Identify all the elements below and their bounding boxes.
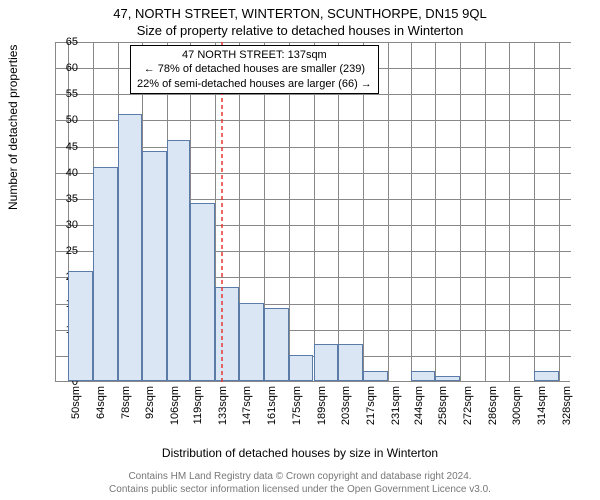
histogram-bar (264, 308, 289, 381)
annotation-box: 47 NORTH STREET: 137sqm ← 78% of detache… (130, 45, 379, 94)
histogram-bar (534, 371, 559, 381)
x-tick-label: 64sqm (95, 386, 107, 436)
x-tick-label: 217sqm (365, 386, 377, 436)
y-axis-label: Number of detached properties (6, 45, 20, 210)
gridline-v (485, 42, 486, 382)
histogram-bar (68, 271, 93, 381)
histogram-bar (93, 167, 118, 381)
gridline-v (388, 42, 389, 382)
x-tick-label: 78sqm (120, 386, 132, 436)
x-axis-label: Distribution of detached houses by size … (0, 446, 600, 460)
x-tick-label: 161sqm (266, 386, 278, 436)
annotation-line1: 47 NORTH STREET: 137sqm (137, 48, 372, 62)
footer-line2: Contains public sector information licen… (0, 483, 600, 496)
x-tick-label: 328sqm (561, 386, 573, 436)
y-tick-label: 50 (48, 114, 78, 126)
y-tick-label: 25 (48, 245, 78, 257)
x-tick-label: 231sqm (390, 386, 402, 436)
histogram-bar (215, 287, 240, 381)
x-tick-label: 92sqm (144, 386, 156, 436)
x-tick-label: 189sqm (316, 386, 328, 436)
x-tick-label: 286sqm (487, 386, 499, 436)
histogram-bar (411, 371, 436, 381)
y-tick-label: 55 (48, 88, 78, 100)
x-tick-label: 133sqm (217, 386, 229, 436)
annotation-line2: ← 78% of detached houses are smaller (23… (137, 62, 372, 76)
gridline-v (509, 42, 510, 382)
x-tick-label: 258sqm (437, 386, 449, 436)
x-tick-label: 300sqm (511, 386, 523, 436)
y-tick-label: 45 (48, 141, 78, 153)
x-tick-label: 244sqm (413, 386, 425, 436)
x-tick-label: 106sqm (169, 386, 181, 436)
y-tick-label: 35 (48, 193, 78, 205)
histogram-bar (190, 203, 215, 381)
histogram-bar (118, 114, 143, 381)
x-tick-label: 314sqm (536, 386, 548, 436)
gridline-v (534, 42, 535, 382)
y-tick-label: 40 (48, 167, 78, 179)
y-tick-label: 65 (48, 36, 78, 48)
histogram-bar (314, 344, 339, 381)
histogram-bar (167, 140, 190, 381)
histogram-bar (363, 371, 388, 381)
histogram-bar (289, 355, 314, 381)
annotation-line3: 22% of semi-detached houses are larger (… (137, 77, 372, 91)
title-main: 47, NORTH STREET, WINTERTON, SCUNTHORPE,… (0, 0, 600, 21)
x-tick-label: 50sqm (70, 386, 82, 436)
x-tick-label: 119sqm (192, 386, 204, 436)
chart-container: 47, NORTH STREET, WINTERTON, SCUNTHORPE,… (0, 0, 600, 500)
histogram-bar (338, 344, 363, 381)
x-tick-label: 147sqm (241, 386, 253, 436)
y-tick-label: 30 (48, 219, 78, 231)
histogram-bar (142, 151, 167, 381)
gridline-v (559, 42, 560, 382)
title-sub: Size of property relative to detached ho… (0, 21, 600, 38)
histogram-bar (239, 303, 264, 381)
y-tick-label: 60 (48, 62, 78, 74)
footer: Contains HM Land Registry data © Crown c… (0, 470, 600, 496)
x-tick-label: 272sqm (462, 386, 474, 436)
gridline-v (435, 42, 436, 382)
histogram-bar (435, 376, 460, 381)
footer-line1: Contains HM Land Registry data © Crown c… (0, 470, 600, 483)
x-tick-label: 203sqm (340, 386, 352, 436)
x-tick-label: 175sqm (291, 386, 303, 436)
gridline-v (411, 42, 412, 382)
gridline-v (460, 42, 461, 382)
